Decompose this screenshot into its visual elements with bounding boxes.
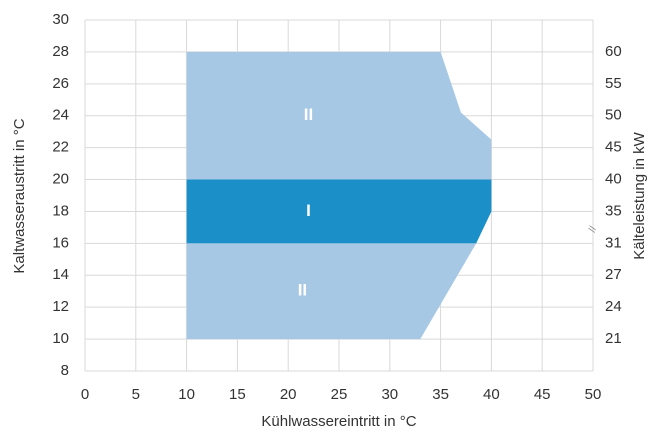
y2-tick-label: 55 xyxy=(605,75,622,92)
y2-tick-label: 27 xyxy=(605,266,622,283)
region-label: I xyxy=(306,201,311,220)
y2-axis-label: Kälteleistung in kW xyxy=(631,131,648,259)
x-tick-label: 35 xyxy=(432,386,449,403)
x-tick-label: 45 xyxy=(534,386,551,403)
y-tick-label: 28 xyxy=(52,43,69,60)
y2-tick-label: 50 xyxy=(605,107,622,124)
y2-tick-label: 60 xyxy=(605,43,622,60)
y2-tick-label: 35 xyxy=(605,202,622,219)
y-tick-label: 10 xyxy=(52,330,69,347)
y-tick-label: 20 xyxy=(52,171,69,188)
region-label: II xyxy=(298,281,307,300)
x-tick-label: 25 xyxy=(331,386,348,403)
x-tick-label: 50 xyxy=(585,386,602,403)
y2-tick-label: 21 xyxy=(605,330,622,347)
x-tick-label: 10 xyxy=(178,386,195,403)
y-tick-label: 8 xyxy=(61,362,69,379)
region-label: II xyxy=(304,105,313,124)
x-tick-label: 15 xyxy=(229,386,246,403)
region xyxy=(186,51,492,180)
x-tick-label: 5 xyxy=(132,386,140,403)
y-tick-label: 26 xyxy=(52,75,69,92)
y-tick-label: 30 xyxy=(52,11,69,28)
y2-tick-label: 31 xyxy=(605,234,622,251)
y-tick-label: 14 xyxy=(52,266,69,283)
x-tick-label: 0 xyxy=(81,386,89,403)
x-tick-label: 40 xyxy=(483,386,500,403)
y2-tick-label: 24 xyxy=(605,298,622,315)
y2-tick-label: 40 xyxy=(605,171,622,188)
axis-break: // xyxy=(587,225,599,234)
x-axis-label: Kühlwassereintritt in °C xyxy=(261,413,416,430)
y-tick-label: 18 xyxy=(52,202,69,219)
y-axis-label: Kaltwasseraustritt in °C xyxy=(11,118,28,273)
y-tick-label: 12 xyxy=(52,298,69,315)
y2-tick-label: 45 xyxy=(605,139,622,156)
x-tick-label: 30 xyxy=(381,386,398,403)
x-tick-label: 20 xyxy=(280,386,297,403)
y-tick-label: 22 xyxy=(52,139,69,156)
region xyxy=(186,243,477,340)
y-tick-label: 16 xyxy=(52,234,69,251)
y-tick-label: 24 xyxy=(52,107,69,124)
region xyxy=(186,179,492,244)
